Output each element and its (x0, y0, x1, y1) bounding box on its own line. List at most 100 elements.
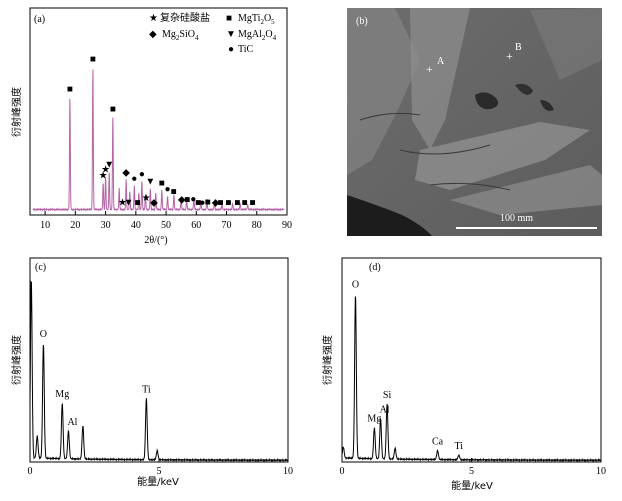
xrd-phase-marker: ▼ (145, 176, 155, 187)
xrd-phase-marker: ■ (171, 186, 177, 197)
xrd-phase-marker: ● (131, 173, 137, 184)
sem-light-lath (450, 165, 602, 215)
xrd-phase-marker: ▼ (124, 197, 134, 208)
panel-d-ylabel: 衍射峰强度 (321, 335, 334, 385)
sem-point-b-label: B (515, 42, 522, 53)
xrd-phase-marker: ★ (142, 193, 151, 204)
panel-c: (c) O Mg Al Ti 0 5 10 能量/keV 衍射峰强度 (10, 257, 293, 488)
legend-label-tic: TiC (238, 44, 254, 55)
panel-d-peak-label: Al (380, 405, 390, 416)
xrd-phase-marker: ■ (184, 194, 190, 205)
panel-c-tag: (c) (35, 262, 46, 273)
panel-c-x-tick-label: 10 (283, 466, 293, 477)
panel-d-peak-label: Ca (432, 436, 444, 447)
panel-c-xlabel: 能量/keV (137, 475, 179, 488)
xrd-phase-marker: ■ (110, 104, 116, 115)
panel-a-x-tick-label: 50 (161, 220, 171, 231)
sem-scale-label: 100 mm (500, 213, 533, 224)
sem-pore (540, 100, 554, 111)
legend-label-silicate: 复杂硅酸盐 (160, 11, 210, 24)
xrd-phase-marker: ★ (99, 170, 108, 181)
xrd-phase-marker: ◆ (150, 197, 158, 208)
panel-c-x-tick-label: 5 (157, 466, 162, 477)
panel-c-x-ticks: 0 5 10 (28, 458, 293, 477)
panel-d-peak-label: Si (383, 390, 392, 401)
panel-d-x-ticks: 0 5 10 (340, 458, 606, 477)
legend-symbol-diamond: ◆ (149, 29, 157, 40)
xrd-phase-marker: ● (139, 169, 145, 180)
eds-d-peak-labels: O MgAl Si Ca Ti (352, 280, 463, 453)
xrd-phase-marker: ■ (159, 178, 165, 189)
eds-c-peak-labels: O Mg Al Ti (40, 329, 151, 428)
panel-a-x-tick-label: 40 (131, 220, 141, 231)
legend-symbol-star: ★ (149, 13, 158, 24)
xrd-phase-marker: ★ (118, 197, 127, 208)
xrd-phase-marker: ■ (205, 197, 211, 208)
xrd-phase-marker: ● (199, 197, 205, 208)
legend-symbol-triangle: ▼ (226, 29, 236, 40)
legend-label-mg2sio4: Mg2SiO4 (162, 29, 199, 42)
xrd-phase-marker: ■ (225, 197, 231, 208)
panel-a-x-tick-label: 30 (101, 220, 111, 231)
panel-a-x-tick-label: 20 (70, 220, 80, 231)
panel-a-frame (29, 7, 288, 216)
panel-d-xlabel: 能量/keV (451, 479, 493, 492)
xrd-phase-marker: ■ (234, 197, 240, 208)
panel-a-x-ticks: 10 20 30 40 50 60 70 80 90 (40, 211, 292, 231)
panel-c-peak-label: Ti (142, 384, 151, 395)
sem-point-b-cross: + (506, 49, 513, 63)
panel-d-peak-label: Ti (455, 441, 464, 452)
xrd-phase-marker: ★ (101, 164, 110, 175)
panel-d-x-tick-label: 0 (340, 466, 345, 477)
legend-symbol-circle: ● (228, 44, 234, 55)
panel-a: (a) ■■■★★▼★◆▼●■●★▼◆■● ■◆■ ●■● ■ ◆■ ■ ■ ■ ■ 10 20 3… (10, 7, 292, 246)
xrd-phase-marker: ■ (67, 84, 73, 95)
legend-label-mgti2o5: MgTi2O5 (238, 13, 275, 26)
panel-a-x-tick-label: 10 (40, 220, 50, 231)
xrd-phase-marker: ■ (242, 197, 248, 208)
panel-b: (b) + A + B 100 mm (347, 8, 602, 236)
panel-d-x-tick-label: 10 (596, 466, 606, 477)
panel-c-peak-label: Mg (55, 389, 69, 400)
panel-a-x-tick-label: 70 (222, 220, 232, 231)
sem-light-lath (415, 122, 590, 190)
panel-a-x-tick-label: 80 (252, 220, 262, 231)
sem-light-phase-region (347, 8, 420, 175)
sem-light-lath (410, 8, 470, 150)
xrd-phase-markers: ■■■★★▼★◆▼●■●★▼◆■● ■◆■ ●■● ■ ◆■ ■ ■ ■ ■ (67, 54, 256, 208)
xrd-phase-marker: ◆ (212, 197, 220, 208)
panel-d-peak-label: Mg (367, 414, 381, 425)
legend-symbol-square: ■ (226, 13, 232, 24)
panel-c-peak-label: O (40, 329, 47, 340)
panel-a-xlabel: 2θ/(°) (144, 235, 167, 246)
sem-point-a-cross: + (426, 62, 433, 76)
eds-c-spectrum-line (29, 280, 289, 463)
legend-label-mgal2o4: MgAl2O4 (238, 29, 277, 42)
panel-d: (d) O MgAl Si Ca Ti 0 5 10 能量/keV 衍射峰强度 (321, 257, 606, 492)
panel-d-peak-label: O (352, 280, 359, 291)
xrd-phase-marker: ■ (250, 197, 256, 208)
sem-point-a-label: A (437, 56, 445, 67)
xrd-phase-marker: ● (190, 194, 196, 205)
xrd-phase-marker: ■ (195, 197, 201, 208)
xrd-phase-marker: ■ (217, 197, 223, 208)
xrd-phase-marker: ■ (135, 197, 141, 208)
panel-b-tag: (b) (356, 16, 368, 27)
sem-pore (475, 92, 499, 110)
sem-dark-region (347, 195, 432, 236)
sem-light-region (530, 8, 602, 80)
panel-a-legend: ★ 复杂硅酸盐 ■ MgTi2O5 ◆ Mg2SiO4 ▼ MgAl2O4 ● … (149, 11, 277, 55)
panel-a-x-tick-label: 90 (282, 220, 292, 231)
sem-pore (515, 83, 533, 95)
panel-c-x-tick-label: 0 (28, 466, 33, 477)
xrd-phase-marker: ● (165, 184, 171, 195)
xrd-phase-marker: ◆ (178, 194, 186, 205)
xrd-phase-marker: ◆ (122, 167, 130, 178)
panel-c-ylabel: 衍射峰强度 (10, 335, 23, 385)
sem-cracks (359, 112, 511, 191)
panel-d-tag: (d) (369, 262, 381, 273)
eds-d-spectrum-line (341, 296, 602, 463)
panel-d-x-tick-label: 5 (469, 466, 474, 477)
panel-c-peak-label: Al (67, 417, 77, 428)
